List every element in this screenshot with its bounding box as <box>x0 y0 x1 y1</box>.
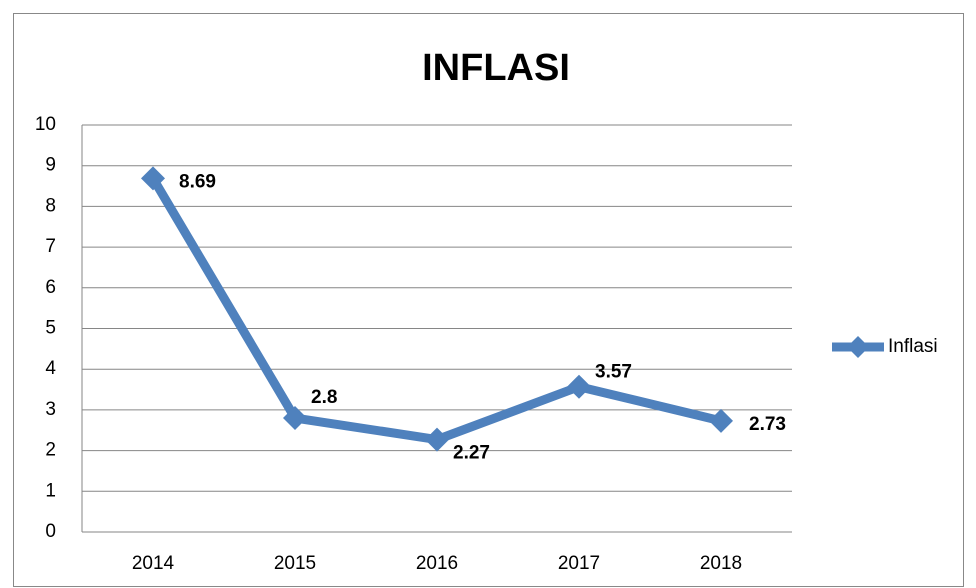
data-label: 2.8 <box>311 387 337 408</box>
data-label: 2.27 <box>453 443 490 464</box>
legend-marker <box>847 336 869 358</box>
point-marker <box>709 408 733 433</box>
y-tick-label: 7 <box>45 236 56 257</box>
legend-label: Inflasi <box>888 336 938 357</box>
chart-title: INFLASI <box>422 47 570 89</box>
data-label: 3.57 <box>595 362 632 383</box>
y-tick-label: 1 <box>45 480 56 501</box>
y-tick-label: 8 <box>45 195 56 216</box>
y-tick-label: 3 <box>45 399 56 420</box>
y-tick-label: 5 <box>45 318 56 339</box>
point-marker <box>425 427 449 452</box>
x-tick-label: 2016 <box>416 553 458 574</box>
point-marker <box>283 406 307 431</box>
x-tick-label: 2017 <box>558 553 600 574</box>
data-label: 8.69 <box>179 171 216 192</box>
y-tick-label: 6 <box>45 277 56 298</box>
point-marker <box>567 374 591 399</box>
data-label: 2.73 <box>749 414 786 435</box>
y-tick-label: 2 <box>45 440 56 461</box>
y-tick-label: 4 <box>45 358 56 379</box>
point-marker <box>141 166 165 191</box>
x-tick-label: 2014 <box>132 553 175 574</box>
y-tick-label: 9 <box>45 155 56 176</box>
chart-frame <box>13 13 964 587</box>
x-tick-label: 2015 <box>274 553 316 574</box>
y-tick-label: 10 <box>35 114 56 135</box>
x-tick-label: 2018 <box>700 553 742 574</box>
y-tick-label: 0 <box>45 521 56 542</box>
